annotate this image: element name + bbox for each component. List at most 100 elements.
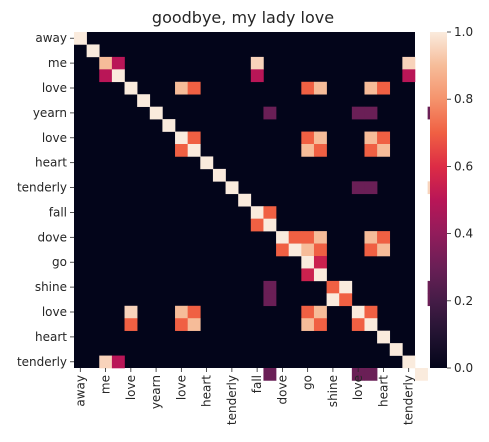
heatmap-cell (250, 56, 264, 70)
heatmap-cell (250, 218, 264, 232)
y-tick-label: go (52, 255, 67, 269)
x-tick-label: love (124, 375, 138, 400)
x-tick-label: tenderly (225, 375, 239, 425)
y-tick-label: dove (38, 230, 67, 244)
heatmap-cell (225, 181, 239, 195)
heatmap-cell (364, 305, 378, 319)
x-tick-label: me (99, 375, 113, 394)
heatmap-cell (377, 330, 391, 344)
heatmap-cell (364, 181, 378, 195)
heatmap-cell (263, 106, 277, 120)
heatmap-cell (276, 243, 289, 257)
heatmap-cell (86, 44, 100, 58)
heatmap-cell (99, 56, 113, 70)
heatmap-cell (351, 106, 365, 120)
heatmap-cell (175, 305, 188, 319)
colorbar-tick-label: 0.8 (454, 92, 473, 106)
heatmap-cell (377, 81, 391, 95)
heatmap-cell (162, 119, 176, 132)
heatmap-cell (313, 231, 327, 244)
heatmap-cell (351, 368, 365, 381)
x-tick-label: tenderly (402, 375, 416, 425)
heatmap-cell (288, 231, 302, 244)
heatmap-cell (175, 131, 188, 145)
heatmap-cell (301, 305, 315, 319)
heatmap-cell (301, 131, 315, 145)
heatmap-cell (301, 81, 315, 95)
heatmap-cell (111, 355, 125, 369)
heatmap-cell (276, 231, 289, 244)
heatmap-cell (301, 144, 315, 157)
heatmap-cell (326, 293, 340, 307)
heatmap-cell (377, 243, 391, 257)
heatmap-cell (175, 318, 188, 331)
y-tick-label: love (42, 81, 67, 95)
heatmap-cell (313, 243, 327, 257)
x-tick-label: heart (200, 375, 214, 407)
heatmap-cell (377, 231, 391, 244)
y-tick-label: love (42, 131, 67, 145)
heatmap-cell (175, 144, 188, 157)
heatmap-cell (175, 81, 188, 95)
heatmap-cell (313, 81, 327, 95)
heatmap-cell (339, 280, 353, 294)
heatmap-cell (339, 293, 353, 307)
heatmap-cell (364, 144, 378, 157)
y-tick-label: shine (35, 280, 67, 294)
x-tick-label: go (301, 375, 315, 390)
heatmap-cell (301, 256, 315, 269)
heatmap-cell (313, 318, 327, 331)
heatmap-cell (263, 218, 277, 232)
heatmap-cell (99, 355, 113, 369)
y-tick-label: tenderly (17, 181, 67, 195)
heatmap-cell (301, 243, 315, 257)
heatmap-cell (351, 181, 365, 195)
x-tick-label: love (351, 375, 365, 400)
colorbar-tick-label: 0.0 (454, 361, 473, 375)
heatmap-cell (364, 131, 378, 145)
heatmap-cell (326, 280, 340, 294)
heatmap-cell (364, 81, 378, 95)
heatmap-cell (402, 56, 416, 70)
heatmap-cell (301, 268, 315, 282)
x-tick-label: yearn (149, 375, 163, 409)
y-tick-label: heart (35, 156, 67, 170)
y-tick-label: love (42, 305, 67, 319)
heatmap-cell (250, 206, 264, 219)
heatmap-cell (301, 318, 315, 331)
colorbar-tick-label: 1.0 (454, 25, 473, 39)
x-tick-label: shine (326, 375, 340, 407)
heatmap-cell (187, 81, 201, 95)
heatmap-cell (415, 368, 428, 381)
heatmap-cell (288, 243, 302, 257)
heatmap-cell (364, 368, 378, 381)
x-tick-label: away (73, 375, 87, 407)
colorbar-tick-label: 0.2 (454, 294, 473, 308)
heatmap-cell (313, 144, 327, 157)
heatmap-cell (187, 305, 201, 319)
heatmap-cell (111, 69, 125, 83)
heatmap-cell (74, 32, 87, 45)
x-tick-label: dove (275, 375, 289, 404)
heatmap-cell (364, 106, 378, 120)
heatmap-cell (99, 69, 113, 83)
heatmap-cell (402, 355, 416, 369)
heatmap-cell (187, 318, 201, 331)
heatmap-cell (351, 318, 365, 331)
heatmap-cell (263, 280, 277, 294)
y-tick-label: fall (49, 205, 67, 219)
heatmap-cell (124, 81, 138, 95)
heatmap-cell (212, 168, 226, 182)
heatmap-cell (124, 318, 138, 331)
y-tick-label: away (35, 31, 67, 45)
heatmap-cell (250, 69, 264, 83)
heatmap-cell (364, 318, 378, 331)
x-tick-label: heart (376, 375, 390, 407)
heatmap-cell (313, 256, 327, 269)
y-tick-label: yearn (33, 106, 67, 120)
x-tick-label: love (174, 375, 188, 400)
heatmap-cell (149, 106, 163, 120)
heatmap-cell (263, 368, 277, 381)
heatmap-cell (187, 144, 201, 157)
